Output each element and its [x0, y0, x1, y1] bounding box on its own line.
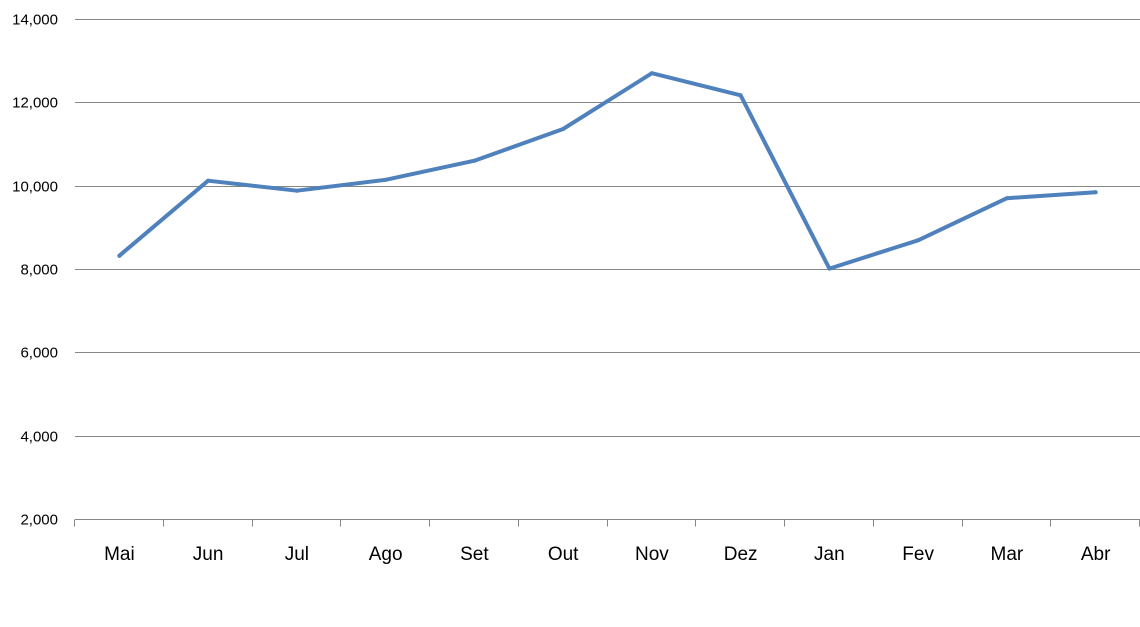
y-axis-tick-labels: 2,000 4,000 6,000 8,000 10,000 12,000 14,000	[12, 12, 58, 529]
x-tick-label: Nov	[635, 544, 669, 565]
y-tick-label: 2,000	[20, 512, 58, 529]
x-tick-label: Fev	[902, 544, 934, 565]
gridlines	[75, 19, 1140, 437]
x-tick-label: Jul	[285, 544, 309, 565]
data-point	[117, 253, 122, 258]
data-point	[383, 177, 388, 182]
x-tick-label: Dez	[724, 544, 758, 565]
data-point	[294, 188, 299, 193]
data-point	[472, 158, 477, 163]
y-tick-label: 4,000	[20, 429, 58, 446]
x-tick-label: Set	[460, 544, 489, 565]
series-line	[117, 71, 1098, 271]
data-point	[916, 238, 921, 243]
data-point	[738, 93, 743, 98]
y-tick-label: 12,000	[12, 95, 58, 112]
x-tick-label: Out	[548, 544, 579, 565]
x-tick-label: Ago	[369, 544, 403, 565]
data-point	[1004, 196, 1009, 201]
x-tick-label: Jun	[193, 544, 224, 565]
y-tick-label: 8,000	[20, 262, 58, 279]
x-tick-label: Abr	[1081, 544, 1111, 565]
x-tick-label: Jan	[814, 544, 845, 565]
x-tick-label: Mar	[991, 544, 1024, 565]
x-axis	[74, 519, 1140, 527]
data-point	[649, 71, 654, 76]
y-tick-label: 14,000	[12, 12, 58, 29]
y-tick-label: 10,000	[12, 179, 58, 196]
x-tick-label: Mai	[104, 544, 135, 565]
series-layer	[117, 71, 1098, 271]
x-axis-tick-labels: Mai Jun Jul Ago Set Out Nov Dez Jan Fev Mar Abr	[104, 544, 1111, 565]
data-point	[206, 178, 211, 183]
data-point	[561, 127, 566, 131]
data-point	[1093, 190, 1098, 195]
data-point	[827, 266, 832, 271]
y-tick-label: 6,000	[20, 345, 58, 362]
